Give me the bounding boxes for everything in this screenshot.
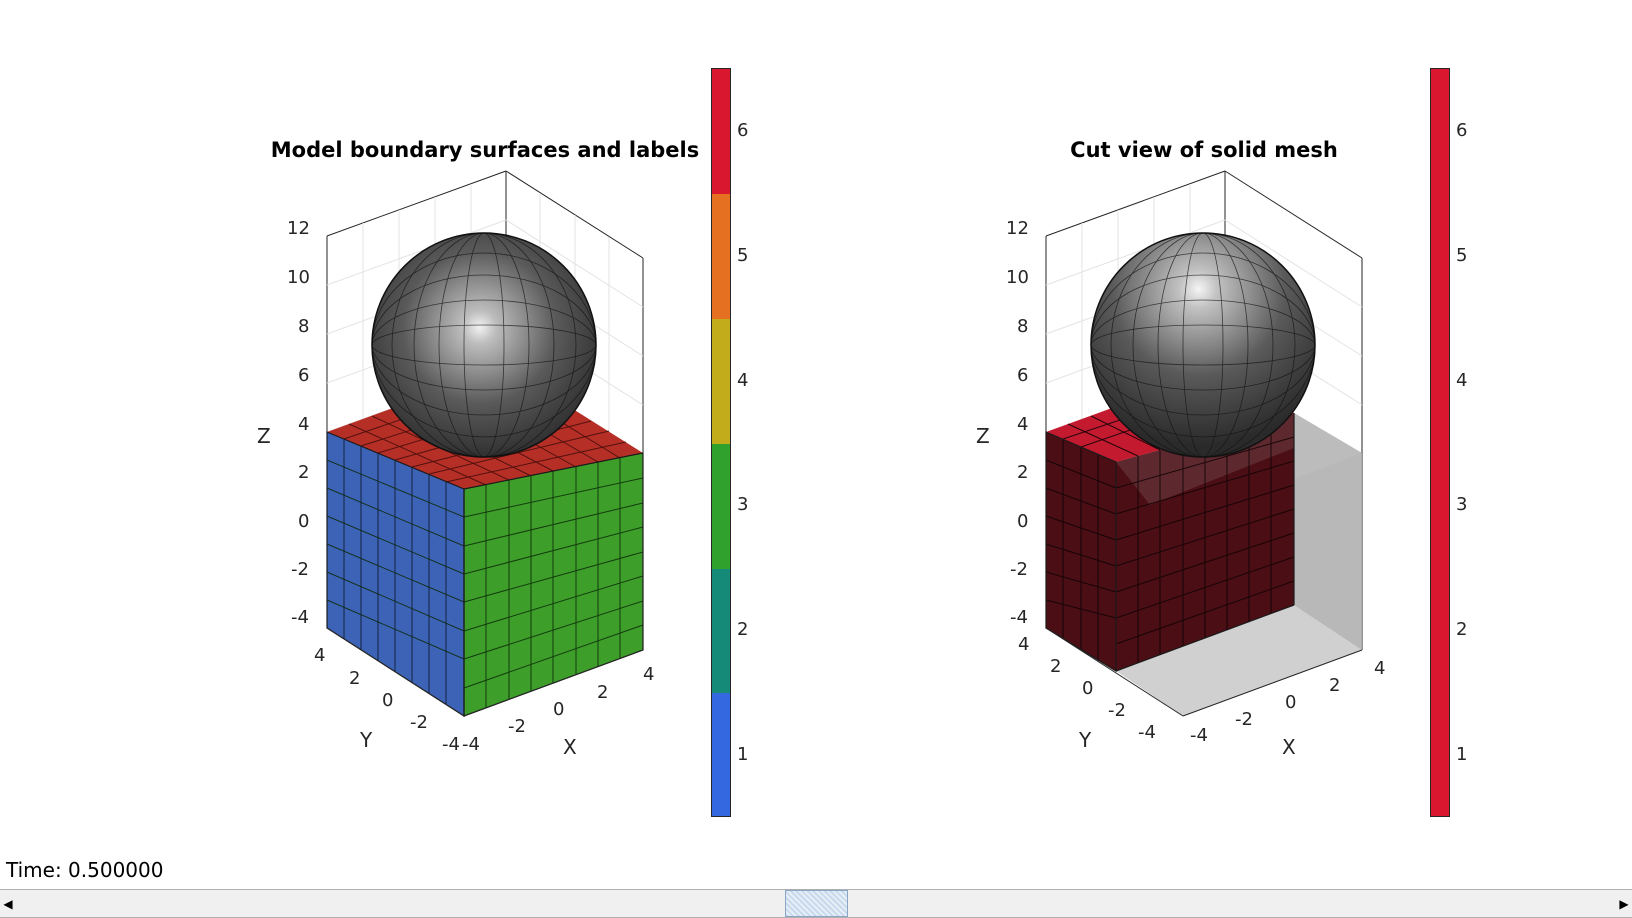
left-axes (326, 170, 644, 718)
y-tick: 2 (349, 668, 361, 689)
right-y-label: Y (1079, 728, 1092, 752)
left-x-label: X (563, 735, 577, 759)
z-tick: 12 (1006, 218, 1029, 239)
figure-canvas (326, 170, 1363, 718)
colorbar-label: 3 (737, 494, 749, 515)
colorbar-segment-5 (712, 194, 730, 319)
z-tick: -4 (1010, 607, 1028, 628)
x-tick: -4 (1190, 725, 1208, 746)
z-tick: 4 (1017, 414, 1029, 435)
colorbar-label: 6 (1456, 120, 1468, 141)
colorbar-segment-1 (712, 693, 730, 816)
colorbar-segment-2 (712, 569, 730, 693)
time-label: Time: 0.500000 (6, 858, 164, 882)
slider-right-arrow[interactable]: ▶ (1616, 890, 1632, 917)
z-tick: -2 (291, 559, 309, 580)
colorbar-label: 2 (737, 619, 749, 640)
colorbar-segment-6 (712, 69, 730, 194)
z-tick: 0 (298, 511, 310, 532)
left-y-label: Y (360, 728, 373, 752)
colorbar-label: 1 (1456, 744, 1468, 765)
right-z-label: Z (976, 424, 990, 448)
y-tick: -4 (442, 734, 460, 755)
z-tick: 6 (298, 365, 310, 386)
y-tick: 0 (382, 690, 394, 711)
colorbar-segment-1 (1431, 69, 1449, 816)
z-tick: 8 (1017, 316, 1029, 337)
slider-thumb[interactable] (784, 890, 848, 917)
x-tick: 2 (597, 682, 609, 703)
z-tick: -4 (291, 607, 309, 628)
x-tick: -4 (462, 734, 480, 755)
colorbar-label: 3 (1456, 494, 1468, 515)
z-tick: 12 (287, 218, 310, 239)
z-tick: -2 (1010, 559, 1028, 580)
right-x-label: X (1282, 735, 1296, 759)
x-tick: 0 (553, 699, 565, 720)
y-tick: -4 (1138, 722, 1156, 743)
z-tick: 2 (298, 462, 310, 483)
x-tick: 2 (1329, 675, 1341, 696)
colorbar-label: 4 (737, 370, 749, 391)
z-tick: 0 (1017, 511, 1029, 532)
y-tick: -2 (1108, 700, 1126, 721)
time-slider[interactable]: ◀ ▶ (0, 889, 1632, 918)
y-tick: -2 (410, 712, 428, 733)
z-tick: 6 (1017, 365, 1029, 386)
colorbar-segment-3 (712, 444, 730, 569)
left-colorbar (711, 68, 731, 817)
left-panel-title: Model boundary surfaces and labels (270, 138, 700, 162)
right-panel-title: Cut view of solid mesh (1070, 138, 1338, 162)
x-tick: -2 (508, 716, 526, 737)
z-tick: 2 (1017, 462, 1029, 483)
x-tick: -2 (1235, 709, 1253, 730)
chevron-right-icon: ▶ (1619, 896, 1629, 911)
right-axes (1045, 170, 1363, 717)
x-tick: 4 (1374, 658, 1386, 679)
colorbar-label: 2 (1456, 619, 1468, 640)
slider-left-arrow[interactable]: ◀ (0, 890, 16, 917)
colorbar-label: 1 (737, 744, 749, 765)
left-z-label: Z (257, 424, 271, 448)
colorbar-segment-4 (712, 319, 730, 444)
y-tick: 0 (1082, 678, 1094, 699)
x-tick: 4 (643, 664, 655, 685)
chevron-left-icon: ◀ (3, 896, 13, 911)
z-tick: 10 (287, 267, 310, 288)
z-tick: 10 (1006, 267, 1029, 288)
y-tick: 2 (1050, 656, 1062, 677)
z-tick: 8 (298, 316, 310, 337)
colorbar-label: 6 (737, 120, 749, 141)
z-tick: 4 (298, 414, 310, 435)
colorbar-label: 5 (1456, 245, 1468, 266)
colorbar-label: 5 (737, 245, 749, 266)
y-tick: 4 (1018, 634, 1030, 655)
x-tick: 0 (1285, 692, 1297, 713)
right-colorbar (1430, 68, 1450, 817)
colorbar-label: 4 (1456, 370, 1468, 391)
y-tick: 4 (314, 645, 326, 666)
